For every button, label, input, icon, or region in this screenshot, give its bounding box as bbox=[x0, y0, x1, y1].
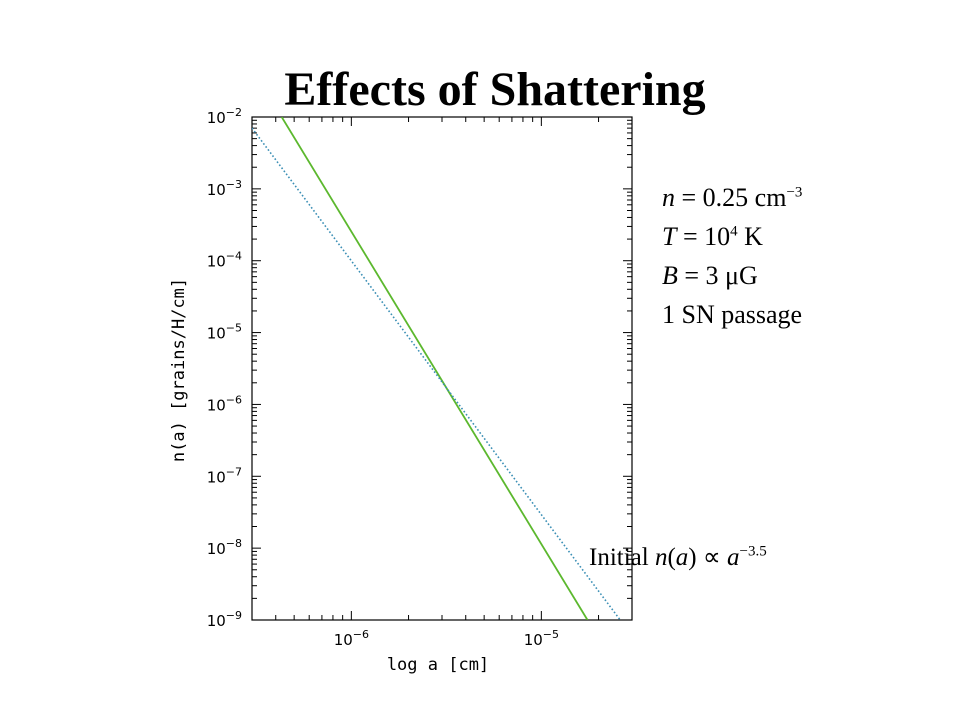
y-tick-label: 10−5 bbox=[207, 322, 242, 343]
initial-distribution-label: Initial n(a) ∝ a−3.5 bbox=[589, 543, 767, 571]
x-axis-title: log a [cm] bbox=[387, 655, 489, 675]
param-temperature: T = 104 K bbox=[662, 222, 763, 251]
y-tick-label: 10−3 bbox=[207, 178, 242, 199]
series-shattered-line bbox=[280, 117, 589, 620]
series-layer bbox=[252, 117, 621, 620]
y-tick-label: 10−6 bbox=[207, 393, 242, 414]
param-sn: 1 SN passage bbox=[662, 300, 803, 329]
y-tick-label: 10−2 bbox=[207, 106, 242, 127]
y-tick-label: 10−9 bbox=[207, 609, 242, 630]
param-field: B = 3 μG bbox=[662, 261, 758, 290]
x-tick-label: 10−6 bbox=[334, 628, 369, 649]
series-initial-line bbox=[252, 127, 621, 620]
y-axis-title: n(a) [grains/H/cm] bbox=[169, 278, 189, 462]
y-tick-label: 10−7 bbox=[207, 465, 242, 486]
y-ticks: 10−2 10−3 10−4 10−5 10−6 10−7 10−8 10−9 bbox=[207, 106, 632, 630]
y-tick-label: 10−4 bbox=[207, 250, 242, 271]
x-ticks: 10−6 10−5 bbox=[251, 117, 633, 649]
plot-area bbox=[251, 116, 633, 621]
parameter-list: n = 0.25 cm−3 T = 104 K B = 3 μG 1 SN pa… bbox=[662, 178, 802, 334]
param-density: n = 0.25 cm−3 bbox=[662, 183, 803, 212]
y-tick-label: 10−8 bbox=[207, 537, 242, 558]
x-tick-label: 10−5 bbox=[524, 628, 559, 649]
slide-title: Effects of Shattering bbox=[284, 63, 706, 116]
plot-frame bbox=[251, 116, 633, 621]
